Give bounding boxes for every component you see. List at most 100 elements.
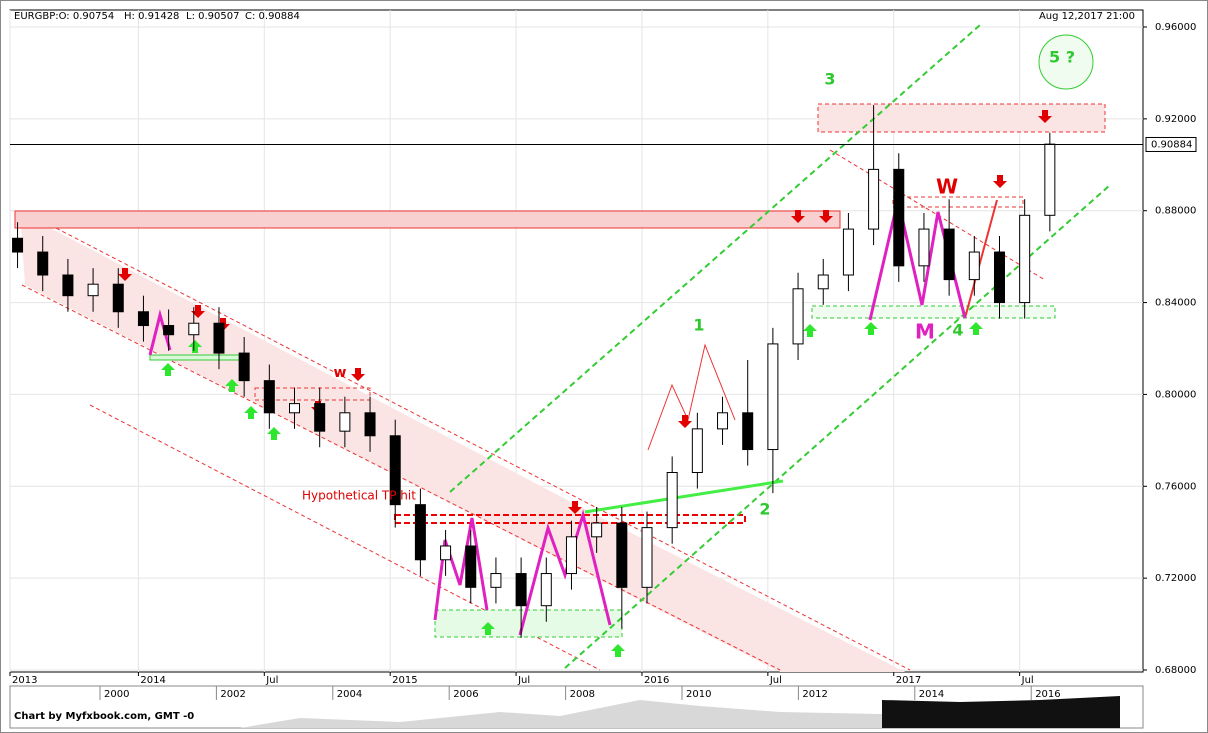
pattern-line — [518, 509, 612, 636]
candle-body — [868, 168, 880, 230]
x-tick-label: 2013 — [12, 675, 37, 686]
candle-body — [213, 322, 225, 354]
pattern-label: M — [915, 320, 935, 344]
annotation-labels: 3 1 2 4 5 ? W M w Hypothetical TP hit — [302, 48, 1075, 519]
channel-line — [24, 211, 911, 671]
candle-body — [993, 251, 1005, 304]
candle-body — [339, 412, 351, 432]
wave-label: 3 — [824, 70, 835, 89]
x-tick-label: 2016 — [644, 675, 669, 686]
x-tick-label: Jul — [517, 675, 530, 686]
candle-body — [918, 228, 930, 267]
candle-body — [691, 428, 703, 474]
candle-body — [112, 283, 124, 313]
navigator-label: 2002 — [220, 689, 245, 700]
candle-body — [314, 403, 326, 432]
candle-body — [289, 403, 301, 414]
pattern-line — [148, 309, 172, 356]
candle-body — [440, 545, 452, 561]
y-tick-label: 0.96000 — [1155, 22, 1196, 33]
timestamp: Aug 12,2017 21:00 — [1039, 11, 1135, 22]
candle-body — [943, 228, 955, 281]
candles — [12, 105, 1056, 638]
candle-body — [565, 536, 577, 575]
candle-body — [842, 228, 854, 276]
navigator-label: 2010 — [686, 689, 711, 700]
candle-body — [364, 412, 376, 437]
candle-body — [717, 412, 729, 430]
candle-body — [893, 168, 905, 267]
candle-body — [1019, 214, 1031, 304]
y-tick-label: 0.88000 — [1155, 206, 1196, 217]
trend-line — [584, 479, 784, 514]
candle-body — [163, 325, 175, 336]
candle-body — [238, 352, 250, 382]
candle-body — [137, 311, 149, 327]
candle-body — [62, 274, 74, 297]
navigator-label: 2014 — [919, 689, 944, 700]
candle-body — [188, 322, 200, 336]
bottom-zone — [434, 609, 623, 638]
candle-body — [414, 504, 426, 561]
navigator-label: 2006 — [453, 689, 478, 700]
candle-body — [792, 288, 804, 345]
candle-body — [263, 380, 275, 414]
candle-body — [490, 573, 502, 588]
wave-label: 2 — [759, 500, 770, 519]
y-tick-label: 0.72000 — [1155, 573, 1196, 584]
pattern-label: w — [334, 365, 347, 381]
pattern-line — [433, 517, 489, 621]
current-price-label: 0.90884 — [1151, 139, 1192, 150]
candle-body — [389, 435, 401, 506]
wave-label: 1 — [693, 316, 704, 335]
support-zone — [811, 305, 1056, 319]
note-label: Hypothetical TP hit — [302, 489, 416, 503]
navigator-label: 2016 — [1035, 689, 1060, 700]
candle-body — [515, 573, 527, 607]
w-zone — [254, 387, 371, 401]
support-zone — [149, 354, 246, 361]
y-tick-label: 0.80000 — [1155, 389, 1196, 400]
candle-body — [641, 527, 653, 588]
header-high: H: 0.91428 — [124, 11, 179, 22]
navigator-label: 2004 — [337, 689, 362, 700]
navigator-label: 2008 — [570, 689, 595, 700]
annotations-layer — [14, 24, 1111, 672]
x-tick-label: 2014 — [140, 675, 165, 686]
current-price-box — [1145, 136, 1197, 152]
candle-body — [817, 274, 829, 290]
pattern-line — [964, 199, 998, 319]
x-tick-label: 2015 — [392, 675, 417, 686]
candle-body — [540, 573, 552, 607]
header-low: L: 0.90507 — [186, 11, 239, 22]
y-tick-label: 0.76000 — [1155, 481, 1196, 492]
target-zone — [817, 103, 1106, 133]
x-tick-label: Jul — [769, 675, 782, 686]
channel-line — [449, 24, 981, 493]
candle-body — [87, 283, 99, 297]
candle-body — [666, 472, 678, 529]
navigator-label: 2012 — [802, 689, 827, 700]
navigator-labels: 2000 2002 2004 2006 2008 2010 2012 2014 2016 — [99, 686, 1061, 700]
x-tick-label: Jul — [1021, 675, 1034, 686]
wave-label: 5 ? — [1049, 48, 1075, 67]
resistance-zone — [14, 210, 841, 229]
candle-body — [767, 343, 779, 451]
candle-body — [465, 545, 477, 588]
header-close: C: 0.90884 — [245, 11, 300, 22]
candle-body — [37, 251, 49, 276]
target-circle — [1038, 34, 1094, 90]
candle-body — [968, 251, 980, 281]
candle-body — [616, 522, 628, 588]
channel-line — [21, 284, 781, 671]
y-tick-label: 0.68000 — [1155, 665, 1196, 676]
header-open: EURGBP:O: 0.90754 — [14, 11, 114, 22]
navigator-window — [882, 696, 1120, 728]
neckline-zone — [892, 196, 1024, 208]
candle-body — [12, 237, 24, 253]
pattern-label: W — [936, 175, 958, 199]
x-tick-label: Jul — [265, 675, 278, 686]
wave-label: 4 — [952, 321, 963, 340]
y-tick-label: 0.84000 — [1155, 298, 1196, 309]
